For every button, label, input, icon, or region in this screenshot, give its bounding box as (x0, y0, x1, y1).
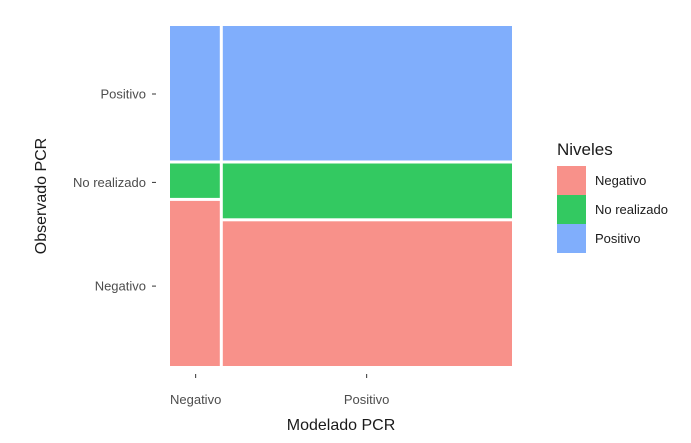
tile-positivo-positivo (222, 26, 513, 161)
tile-positivo-negativo (222, 221, 513, 366)
y-tick-label: Positivo (100, 87, 146, 102)
tile-negativo-positivo (170, 26, 220, 161)
tile-negativo-no-realizado (170, 163, 220, 198)
y-tick-label: Negativo (95, 279, 146, 294)
legend-label: Negativo (595, 173, 646, 188)
legend: Niveles Negativo No realizado Positivo (557, 140, 668, 253)
tiles-group (170, 26, 513, 366)
legend-label: Positivo (595, 231, 641, 246)
y-tick-label: No realizado (73, 175, 146, 190)
tile-negativo-negativo (170, 200, 220, 366)
y-axis-title: Observado PCR (33, 138, 50, 255)
legend-label: No realizado (595, 202, 668, 217)
legend-title: Niveles (557, 140, 613, 159)
x-tick-label: Negativo (170, 392, 221, 407)
legend-key-negativo (557, 166, 586, 195)
legend-key-positivo (557, 224, 586, 253)
tile-positivo-no-realizado (222, 163, 513, 219)
x-axis: Negativo Positivo (170, 374, 389, 407)
x-tick-label: Positivo (344, 392, 390, 407)
y-axis: Negativo No realizado Positivo (73, 87, 156, 294)
legend-key-no-realizado (557, 195, 586, 224)
x-axis-title: Modelado PCR (287, 417, 396, 434)
